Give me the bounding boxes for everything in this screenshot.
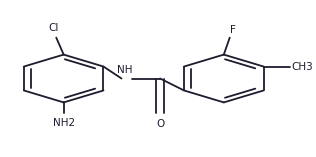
Text: NH2: NH2 — [52, 118, 75, 128]
Text: Cl: Cl — [48, 23, 58, 33]
Text: O: O — [156, 119, 164, 129]
Text: NH: NH — [117, 65, 132, 75]
Text: F: F — [230, 24, 236, 35]
Text: CH3: CH3 — [292, 62, 313, 72]
